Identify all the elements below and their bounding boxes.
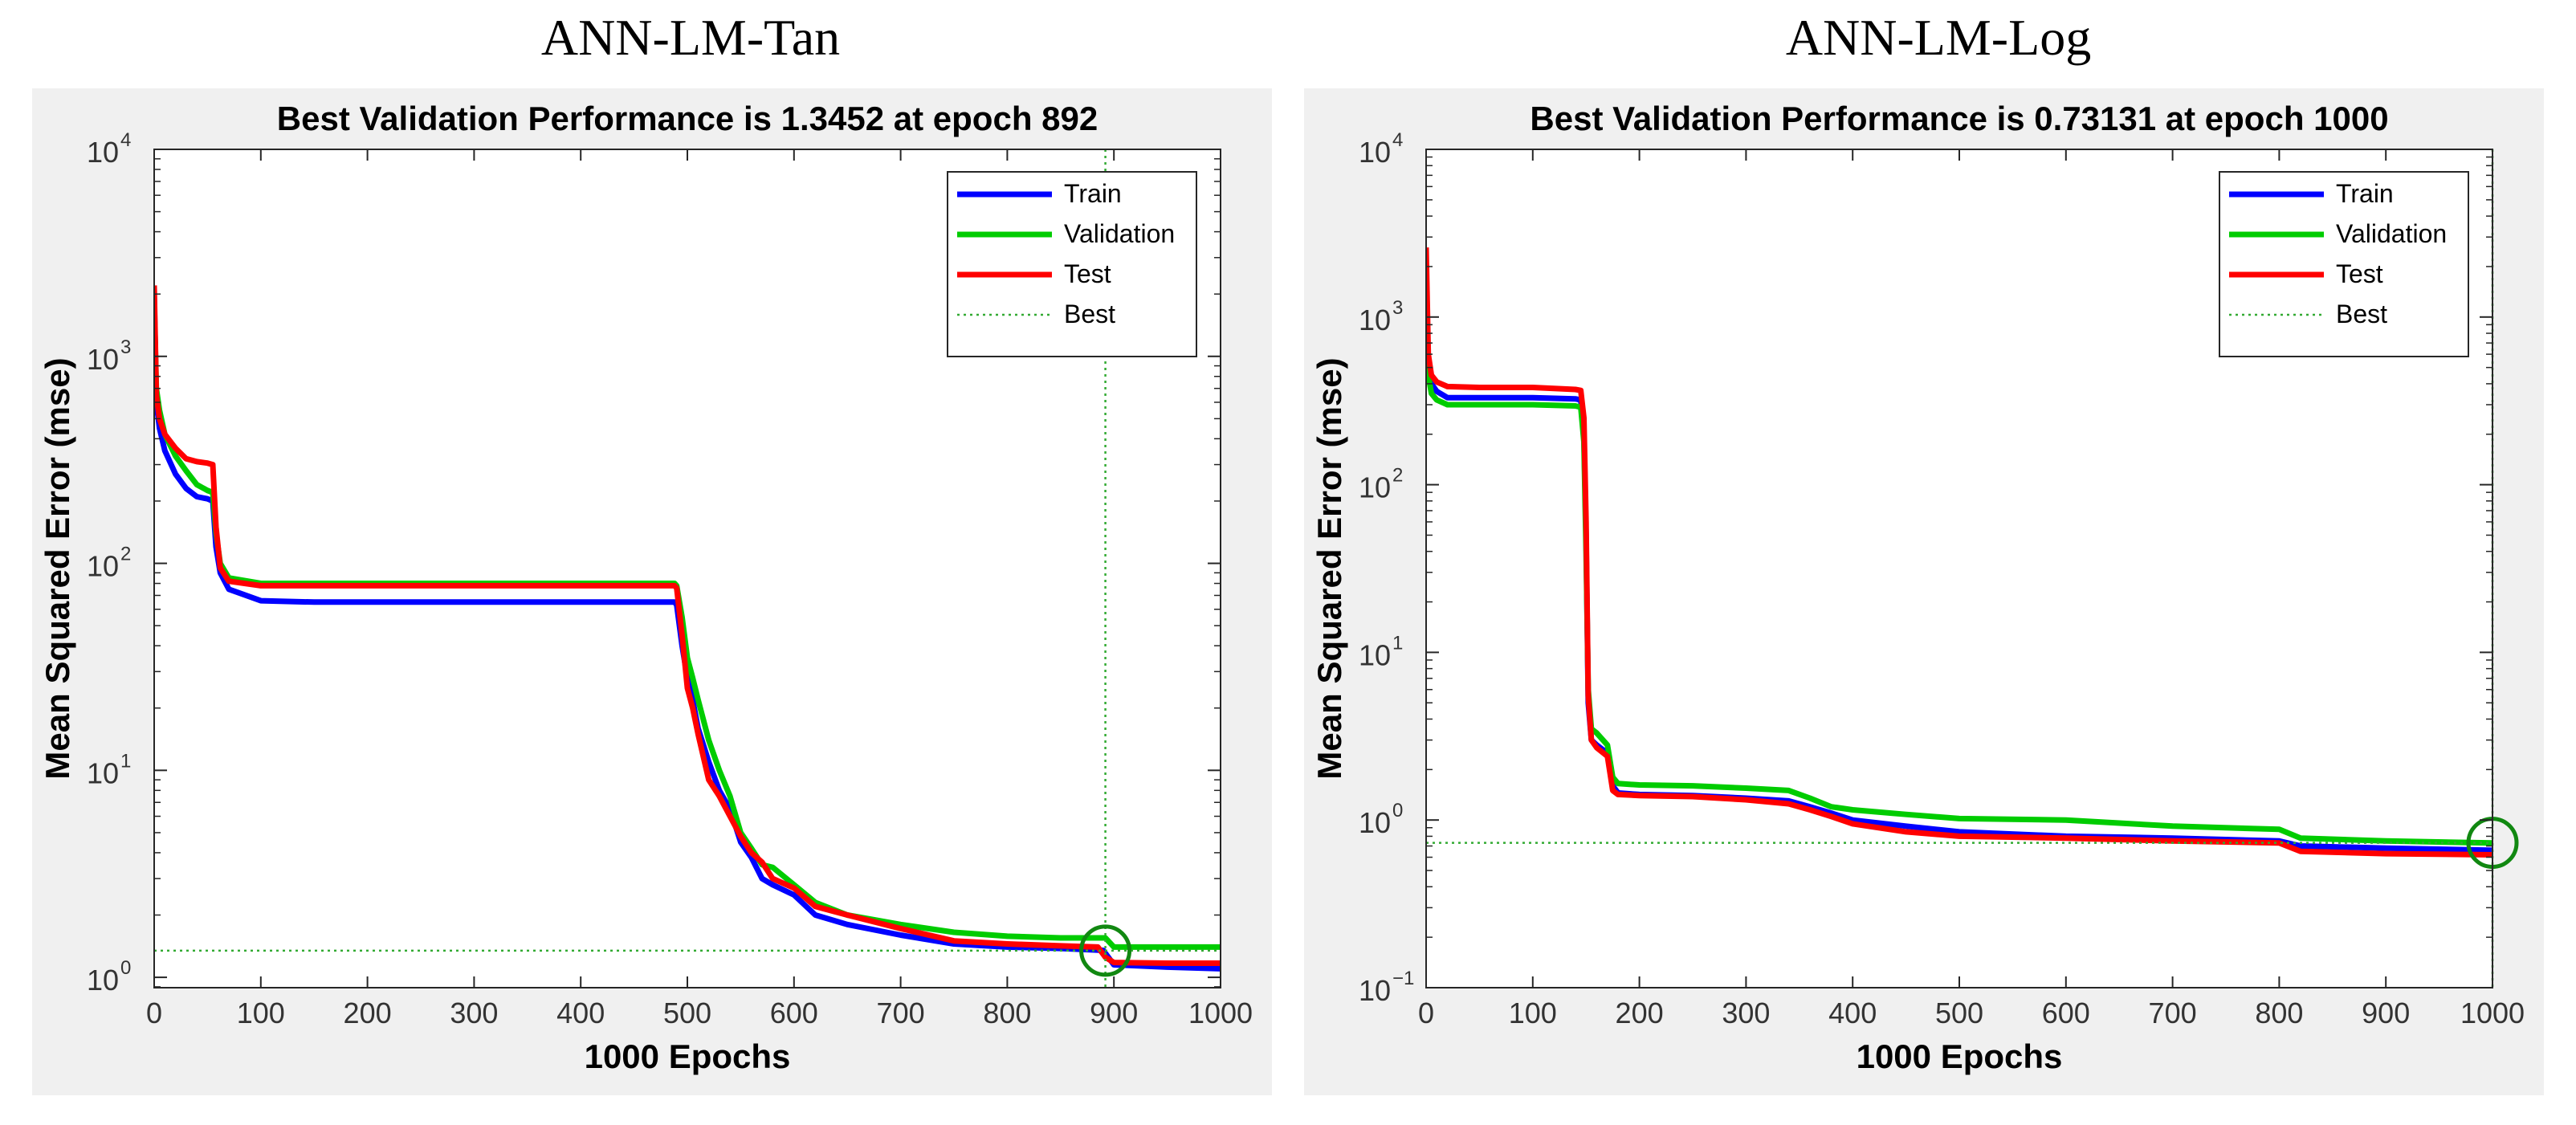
series-line-validation [154, 303, 1221, 950]
x-tick-label: 800 [983, 997, 1031, 1029]
y-tick-exponent: 4 [1392, 129, 1403, 151]
y-tick-label: 10 [87, 756, 119, 789]
legend-label-train: Train [1064, 179, 1122, 208]
y-tick-label: 10 [87, 343, 119, 376]
y-tick-exponent: 2 [1392, 465, 1403, 487]
y-tick-exponent: 0 [120, 957, 131, 979]
y-tick-exponent: 4 [120, 129, 131, 151]
x-tick-label: 0 [1418, 997, 1434, 1029]
x-tick-label: 400 [556, 997, 605, 1029]
chart-title: Best Validation Performance is 1.3452 at… [277, 100, 1098, 137]
legend-label-test: Test [2336, 259, 2383, 288]
x-tick-label: 100 [237, 997, 285, 1029]
series-line-test [154, 285, 1221, 966]
y-tick-exponent: 0 [1392, 800, 1403, 821]
x-tick-label: 800 [2255, 997, 2303, 1029]
x-tick-label: 600 [770, 997, 818, 1029]
legend-box [947, 171, 1197, 357]
x-tick-label: 500 [663, 997, 711, 1029]
y-tick-label: 10 [87, 550, 119, 583]
x-tick-label: 0 [146, 997, 162, 1029]
series-group [154, 285, 1221, 972]
chart-panel-right: Best Validation Performance is 0.73131 a… [1304, 88, 2544, 1095]
x-tick-label: 300 [1722, 997, 1770, 1029]
x-tick-label: 500 [1935, 997, 1983, 1029]
y-tick-label: 10 [1359, 471, 1391, 504]
legend-label-train: Train [2336, 179, 2394, 208]
x-tick-label: 900 [2362, 997, 2410, 1029]
y-tick-exponent: 2 [120, 544, 131, 565]
legend-label-best: Best [2336, 300, 2387, 328]
y-tick-exponent: 3 [1392, 297, 1403, 319]
y-tick-label: 10 [1359, 806, 1391, 839]
x-tick-label: 300 [450, 997, 498, 1029]
x-tick-label: 700 [2149, 997, 2197, 1029]
y-tick-label: 10 [1359, 638, 1391, 671]
x-tick-label: 400 [1828, 997, 1877, 1029]
y-tick-exponent: 3 [120, 336, 131, 358]
x-tick-label: 100 [1509, 997, 1557, 1029]
x-tick-label: 900 [1090, 997, 1138, 1029]
chart-right: Best Validation Performance is 0.73131 a… [1310, 100, 2525, 1075]
best-marker [1079, 924, 1132, 977]
series-line-validation [1426, 348, 2492, 846]
series-group [1426, 247, 2492, 858]
x-tick-label: 200 [1616, 997, 1664, 1029]
legend-label-validation: Validation [2336, 219, 2447, 248]
legend-label-validation: Validation [1064, 219, 1175, 248]
figure-title-right: ANN-LM-Log [1785, 9, 2092, 66]
y-tick-label: 10 [1359, 974, 1391, 1007]
y-tick-label: 10 [87, 136, 119, 169]
y-tick-exponent: 1 [1392, 632, 1403, 654]
x-tick-label: 1000 [1188, 997, 1253, 1029]
x-tick-label: 200 [344, 997, 392, 1029]
chart-left: Best Validation Performance is 1.3452 at… [39, 100, 1253, 1075]
x-tick-label: 1000 [2460, 997, 2525, 1029]
y-tick-label: 10 [1359, 136, 1391, 169]
figure-title-left: ANN-LM-Tan [540, 9, 841, 66]
series-line-test [1426, 247, 2492, 858]
chart-title: Best Validation Performance is 0.73131 a… [1530, 100, 2388, 137]
chart-panel-left: Best Validation Performance is 1.3452 at… [32, 88, 1272, 1095]
legend-label-test: Test [1064, 259, 1111, 288]
x-tick-label: 700 [877, 997, 925, 1029]
y-tick-label: 10 [1359, 304, 1391, 336]
legend-box [2219, 171, 2469, 357]
y-axis-label: Mean Squared Error (mse) [1310, 357, 1348, 779]
legend-label-best: Best [1064, 300, 1115, 328]
x-axis-label: 1000 Epochs [585, 1037, 791, 1075]
y-tick-exponent: −1 [1392, 968, 1414, 989]
x-axis-label: 1000 Epochs [1857, 1037, 2063, 1075]
x-tick-label: 600 [2042, 997, 2090, 1029]
y-tick-exponent: 1 [120, 750, 131, 772]
y-tick-label: 10 [87, 964, 119, 997]
y-axis-label: Mean Squared Error (mse) [39, 357, 76, 779]
